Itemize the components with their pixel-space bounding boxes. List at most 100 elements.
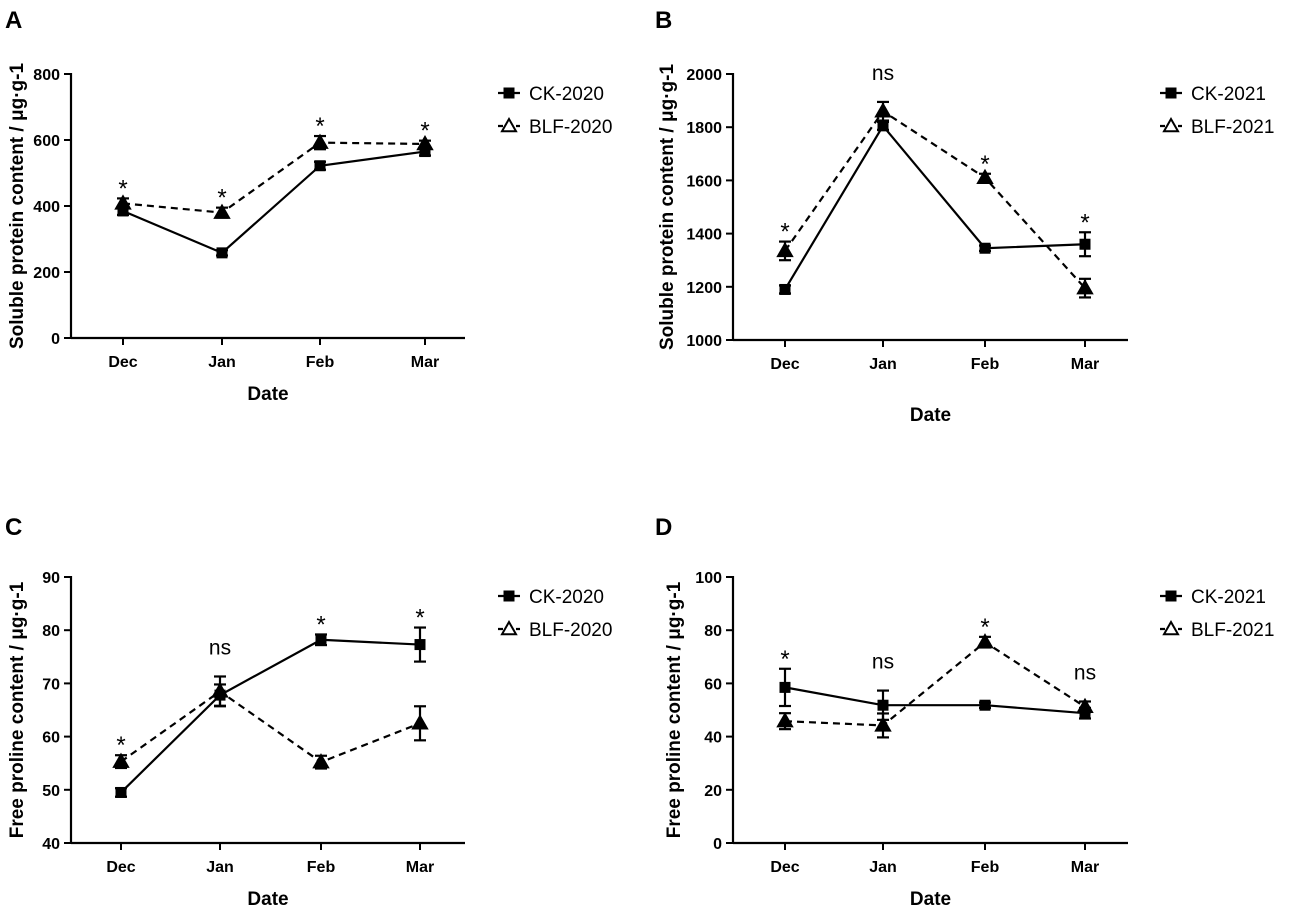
y-tick-label: 1200 [686,280,722,297]
legend-label: BLF-2020 [529,117,612,138]
series-line-blf-2020 [120,690,421,764]
y-tick-label: 60 [704,676,722,693]
legend-marker-triangle [1162,116,1180,133]
significance-label: * [420,118,429,145]
legend-label: BLF-2021 [1191,117,1274,138]
y-tick-label: 100 [695,570,722,587]
data-point-triangle [976,633,994,649]
legend: CK-2021 BLF-2021 [1160,587,1274,641]
panel-d: D 0 20 40 60 80 100 Dec Jan Feb Mar Date Free prolin… [655,514,1274,908]
data-point-triangle [874,102,892,118]
significance-label: * [217,185,226,212]
y-tick-label: 800 [33,67,60,84]
legend: CK-2020 BLF-2020 [498,587,612,641]
data-point-square [314,160,326,172]
y-tick-label: 20 [704,783,722,800]
y-tick-label: 90 [42,570,60,587]
y-tick-label: 60 [42,730,60,747]
y-axis-title: Soluble protein content / μg·g-1 [7,63,28,349]
legend-marker-triangle [500,116,518,133]
x-axis-title: Date [910,889,951,908]
y-axis-title: Free proline content / μg·g-1 [664,581,685,838]
x-axis-title: Date [247,384,288,405]
data-point-triangle [211,682,229,698]
y-tick-label: 1600 [686,173,722,190]
y-tick-label: 1800 [686,120,722,137]
data-point-square [315,634,327,646]
x-tick-label: Feb [971,356,1000,373]
data-point-square [877,120,889,132]
data-point-triangle [874,716,892,732]
legend-marker-square [1165,87,1177,99]
legend-label: BLF-2020 [529,620,612,641]
data-point-square [979,242,991,254]
data-point-triangle [112,752,130,768]
data-point-square [877,699,889,711]
significance-label: * [780,219,789,246]
legend-label: CK-2020 [529,587,604,608]
data-point-square [216,247,228,259]
data-point-triangle [114,194,132,210]
data-point-square [419,146,431,158]
series-line-blf-2021 [784,640,1086,727]
legend-marker-square [503,590,515,602]
panel-letter: C [5,514,22,541]
legend-label: CK-2021 [1191,84,1266,105]
significance-label: * [315,113,324,140]
x-tick-label: Mar [1071,356,1099,373]
x-tick-label: Feb [306,354,335,371]
series-line-ck-2020 [120,638,421,794]
y-axis-title: Soluble protein content / μg·g-1 [657,64,678,350]
legend-label: CK-2021 [1191,587,1266,608]
x-tick-label: Dec [108,354,137,371]
x-tick-label: Feb [307,859,336,876]
panel-b: B 1000 1200 1400 1600 1800 2000 Dec Jan Feb Mar Dat… [655,7,1274,426]
x-tick-label: Mar [1071,859,1099,876]
legend-marker-triangle [500,619,518,636]
y-tick-label: 1000 [686,333,722,350]
significance-label: * [780,646,789,673]
significance-label: * [118,175,127,202]
series-line-ck-2020 [122,150,426,255]
data-point-square [115,786,127,798]
panel-letter: D [655,514,672,541]
significance-label: * [1080,209,1089,236]
y-tick-label: 70 [42,676,60,693]
legend-marker-triangle [1162,619,1180,636]
y-tick-label: 400 [33,199,60,216]
data-point-triangle [416,134,434,151]
x-tick-label: Jan [208,354,236,371]
y-axis-title: Free proline content / μg·g-1 [7,581,28,838]
panel-c: C 40 50 60 70 80 90 Dec Jan Feb Mar Date Free prolin… [5,514,612,908]
data-point-triangle [976,168,994,184]
data-point-triangle [311,133,329,149]
x-tick-label: Dec [770,356,799,373]
data-point-square [979,699,991,711]
y-tick-label: 40 [704,730,722,747]
panel-letter: A [5,7,22,34]
x-tick-label: Feb [971,859,1000,876]
data-point-triangle [1076,697,1094,714]
x-tick-label: Dec [106,859,135,876]
series-line-blf-2021 [784,109,1086,289]
series-line-blf-2020 [122,141,426,214]
significance-label: ns [1074,661,1096,684]
y-tick-label: 0 [713,836,722,853]
x-tick-label: Jan [869,859,897,876]
x-tick-label: Mar [411,354,439,371]
y-tick-label: 80 [704,623,722,640]
y-tick-label: 0 [51,331,60,348]
significance-label: ns [872,62,894,85]
y-tick-label: 2000 [686,67,722,84]
series-line-ck-2021 [784,686,1086,715]
data-point-square [414,639,426,651]
x-axis-title: Date [247,889,288,908]
x-tick-label: Jan [869,356,897,373]
significance-label: * [316,611,325,638]
series-line-ck-2021 [784,123,1086,291]
y-tick-label: 600 [33,133,60,150]
significance-label: * [980,614,989,641]
x-tick-label: Dec [770,859,799,876]
significance-label: ns [872,651,894,674]
data-point-triangle [312,753,330,769]
